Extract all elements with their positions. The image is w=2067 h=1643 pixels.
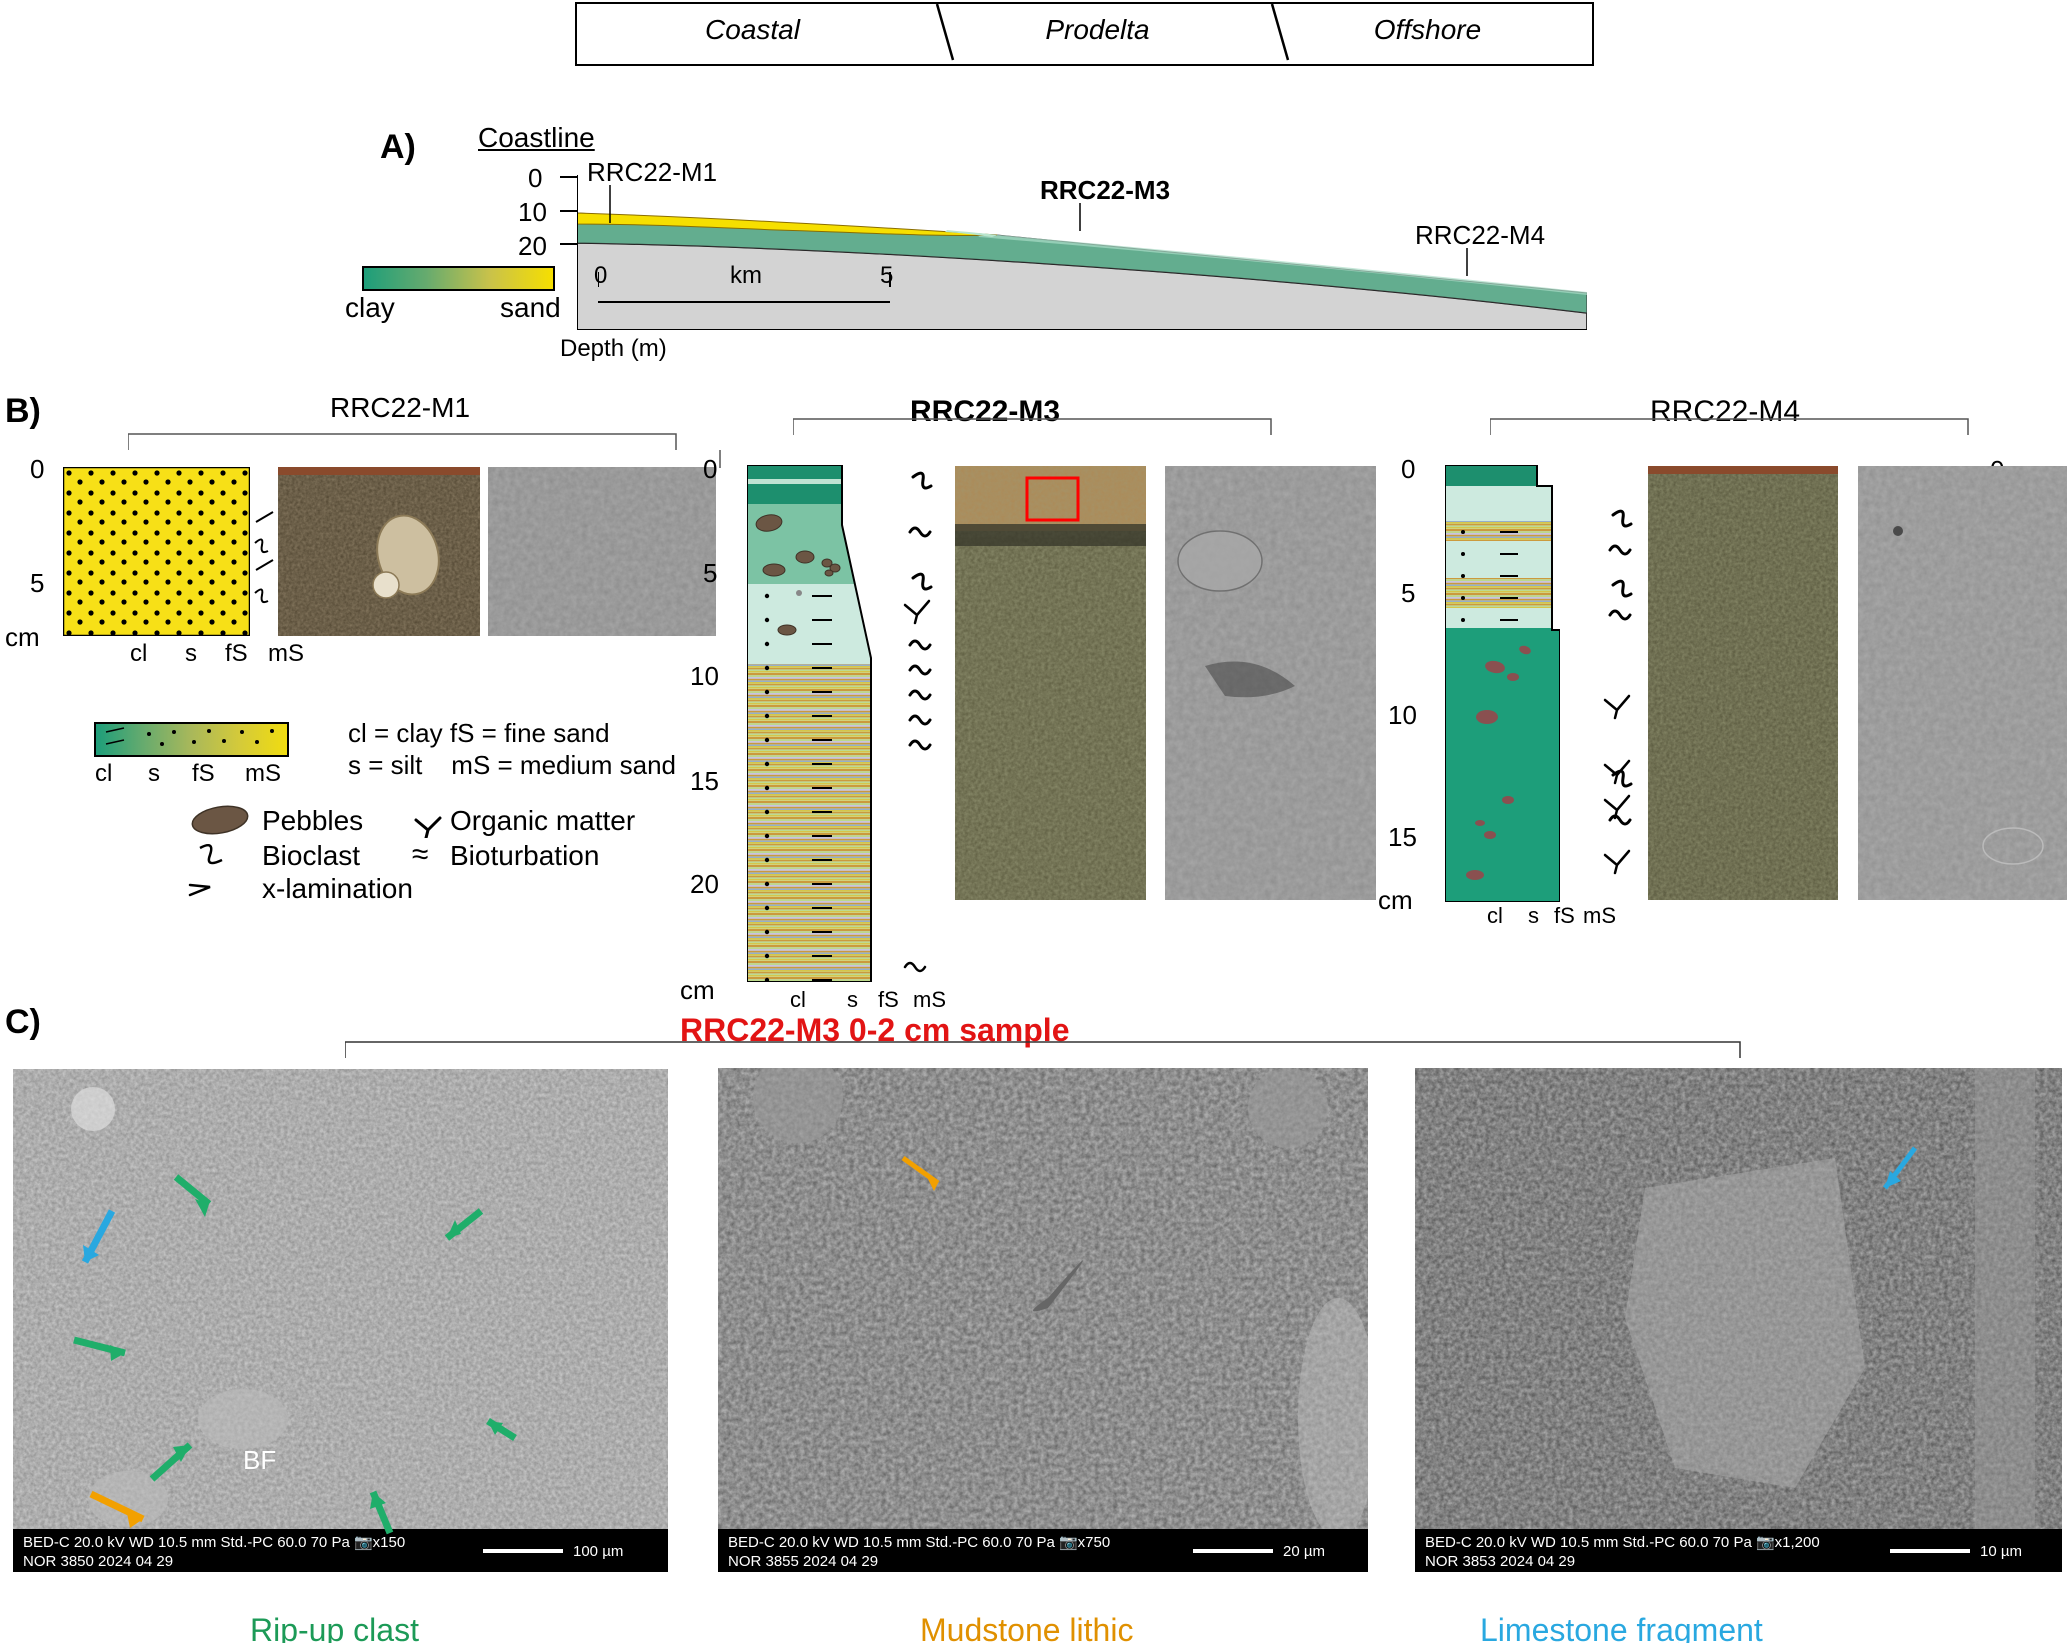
svg-text:BED-C 20.0 kV WD 10.5 mm: BED-C 20.0 kV WD 10.5 mm Std.-PC 60.0 70… [728, 1534, 1110, 1551]
svg-text:BF: BF [243, 1445, 276, 1475]
svg-text:BED-C 20.0 kV WD 10.5 mm: BED-C 20.0 kV WD 10.5 mm Std.-PC 60.0 70… [23, 1534, 405, 1551]
svg-text:20 µm: 20 µm [1283, 1543, 1325, 1560]
svg-text:NOR 3855 2024 04 29: NOR 3855 2024 04 29 [728, 1553, 878, 1570]
svg-text:BED-C 20.0 kV WD 10.5 mm: BED-C 20.0 kV WD 10.5 mm Std.-PC 60.0 70… [1425, 1534, 1820, 1551]
svg-text:NOR 3850 2024 04 29: NOR 3850 2024 04 29 [23, 1553, 173, 1570]
svg-text:10 µm: 10 µm [1980, 1543, 2022, 1560]
svg-text:NOR 3853 2024 04 29: NOR 3853 2024 04 29 [1425, 1553, 1575, 1570]
svg-text:100 µm: 100 µm [573, 1543, 623, 1560]
svg-text:≈: ≈ [412, 840, 428, 870]
